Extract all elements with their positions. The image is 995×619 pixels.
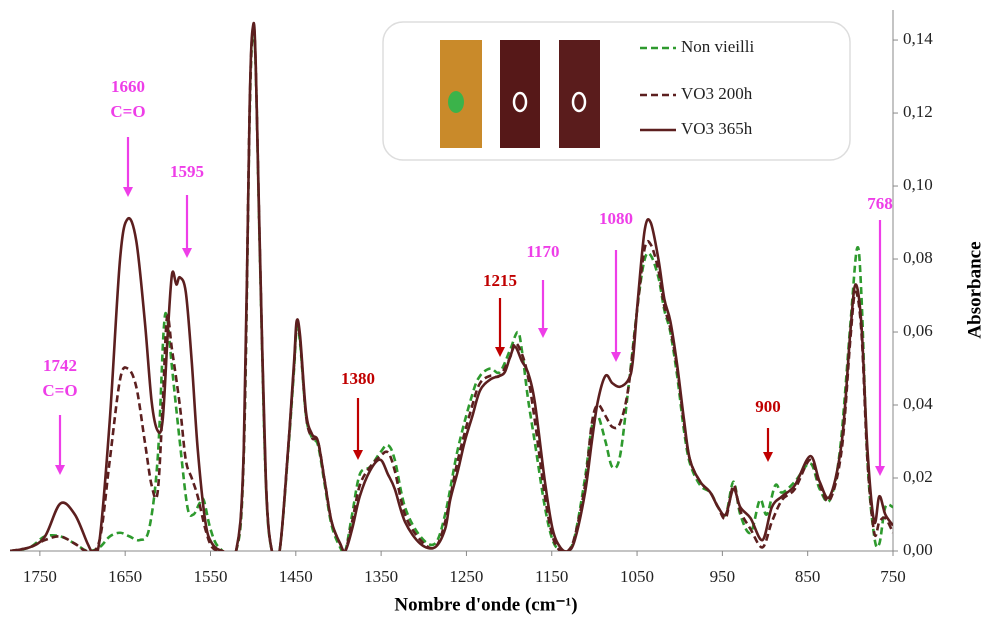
x-tick-label: 1650 xyxy=(108,567,142,586)
sample-dot xyxy=(448,91,464,113)
annotation-label: 768 xyxy=(867,194,893,213)
annotation-arrowhead xyxy=(611,352,621,362)
annotation-label: 1215 xyxy=(483,271,517,290)
annotation-arrowhead xyxy=(763,452,773,462)
y-tick-label: 0,06 xyxy=(903,321,933,340)
y-tick-label: 0,10 xyxy=(903,175,933,194)
annotation-label: 900 xyxy=(755,397,781,416)
annotation-label: 1742 xyxy=(43,356,77,375)
x-tick-label: 950 xyxy=(710,567,736,586)
x-tick-label: 850 xyxy=(795,567,821,586)
sample-ring xyxy=(571,91,587,113)
legend xyxy=(382,21,851,161)
x-tick-label: 1350 xyxy=(364,567,398,586)
x-tick-label: 1450 xyxy=(279,567,313,586)
annotation-label: 1595 xyxy=(170,162,204,181)
y-tick-label: 0,04 xyxy=(903,394,933,413)
annotation-note: C=O xyxy=(42,381,77,400)
x-tick-label: 1250 xyxy=(449,567,483,586)
y-tick-label: 0,12 xyxy=(903,102,933,121)
y-tick-label: 0,14 xyxy=(903,29,933,48)
x-axis-title: Nombre d'onde (cm⁻¹) xyxy=(394,594,577,615)
x-tick-label: 1050 xyxy=(620,567,654,586)
annotation-label: 1170 xyxy=(526,242,559,261)
legend-box xyxy=(382,21,851,161)
annotation-arrowhead xyxy=(538,328,548,338)
annotation-note: C=O xyxy=(110,102,145,121)
annotation-arrowhead xyxy=(495,347,505,357)
y-axis-title: Absorbance xyxy=(964,241,985,338)
x-tick-label: 750 xyxy=(880,567,906,586)
annotation-label: 1380 xyxy=(341,369,375,388)
annotation-arrowhead xyxy=(353,450,363,460)
series-line xyxy=(10,28,893,551)
plot-area xyxy=(10,21,893,551)
annotation-arrowhead xyxy=(875,466,885,476)
annotation-arrowhead xyxy=(123,187,133,197)
y-tick-label: 0,08 xyxy=(903,248,933,267)
annotation-label: 1660 xyxy=(111,77,145,96)
annotation-arrowhead xyxy=(55,465,65,475)
sample-ring xyxy=(512,91,528,113)
x-tick-label: 1750 xyxy=(23,567,57,586)
x-tick-label: 1150 xyxy=(535,567,568,586)
y-tick-label: 0,02 xyxy=(903,467,933,486)
legend-label: Non vieilli xyxy=(681,37,754,56)
legend-label: VO3 200h xyxy=(681,84,753,103)
annotation-arrowhead xyxy=(182,248,192,258)
legend-label: VO3 365h xyxy=(681,119,753,138)
x-tick-label: 1550 xyxy=(193,567,227,586)
y-tick-label: 0,00 xyxy=(903,540,933,559)
annotation-label: 1080 xyxy=(599,209,633,228)
series-line xyxy=(10,21,893,551)
